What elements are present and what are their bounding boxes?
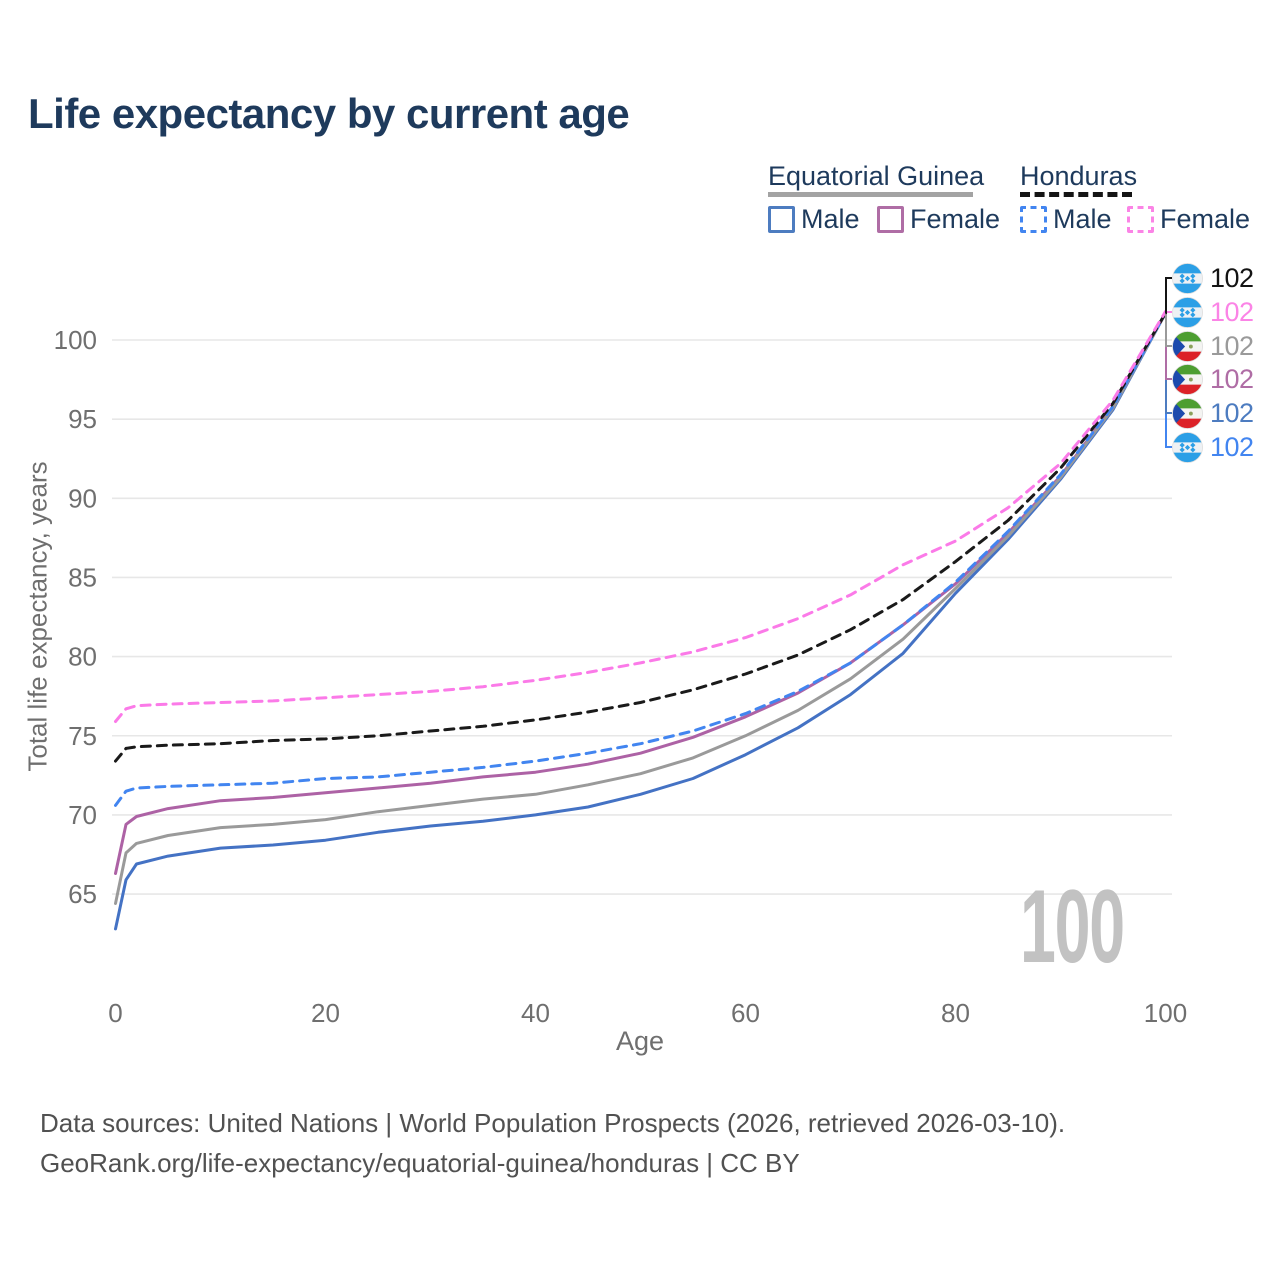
x-axis-title: Age (615, 1026, 665, 1056)
legend-swatch-hn-female[interactable] (1127, 206, 1154, 233)
y-axis-title: Total life expectancy, years (22, 461, 53, 772)
svg-text:70: 70 (68, 800, 97, 830)
legend-group-equatorial-guinea[interactable]: Equatorial Guinea (768, 161, 984, 192)
legend-group-label: Equatorial Guinea (768, 161, 985, 191)
svg-text:80: 80 (68, 642, 97, 672)
svg-text:65: 65 (68, 879, 97, 909)
legend-solid-line-sample (768, 192, 973, 197)
svg-text:80: 80 (941, 998, 970, 1028)
legend-dashed-line-sample (1020, 192, 1132, 197)
svg-text:100: 100 (54, 325, 97, 355)
end-label-row: 102 (1172, 363, 1254, 395)
svg-text:85: 85 (68, 562, 97, 592)
chart-title: Life expectancy by current age (28, 90, 630, 137)
end-value: 102 (1210, 296, 1254, 327)
legend-swatch-eg-male[interactable] (768, 206, 795, 233)
legend-label-eg-female[interactable]: Female (910, 204, 1001, 234)
legend-group-honduras[interactable]: Honduras (1020, 161, 1137, 192)
svg-text:75: 75 (68, 721, 97, 751)
equatorial-guinea-flag-icon (1172, 363, 1203, 395)
end-label-row: 102 (1172, 397, 1254, 429)
svg-text:90: 90 (68, 483, 97, 513)
end-value: 102 (1210, 431, 1254, 462)
svg-text:95: 95 (68, 404, 97, 434)
equatorial-guinea-flag-icon (1172, 397, 1203, 429)
data-source-text: Data sources: United Nations | World Pop… (40, 1108, 1066, 1138)
legend-label-hn-female[interactable]: Female (1160, 204, 1251, 234)
honduras-flag-icon (1172, 296, 1203, 328)
honduras-flag-icon (1172, 262, 1203, 294)
end-label-row: 102 (1172, 431, 1254, 463)
end-value: 102 (1210, 262, 1254, 293)
honduras-flag-icon (1172, 431, 1203, 463)
end-value: 102 (1210, 397, 1254, 428)
end-label-row: 102 (1172, 330, 1254, 362)
legend-swatch-eg-female[interactable] (877, 206, 904, 233)
svg-text:60: 60 (731, 998, 760, 1028)
legend-label-eg-male[interactable]: Male (801, 204, 860, 234)
legend-label-hn-male[interactable]: Male (1053, 204, 1112, 234)
svg-text:40: 40 (521, 998, 550, 1028)
attribution-text: GeoRank.org/life-expectancy/equatorial-g… (40, 1148, 800, 1178)
age-counter-watermark: 100 (1020, 869, 1125, 985)
end-label-row: 102 (1172, 296, 1254, 328)
legend-group-label: Honduras (1020, 161, 1138, 191)
svg-text:20: 20 (311, 998, 340, 1028)
svg-text:100: 100 (1144, 998, 1187, 1028)
legend-swatch-hn-male[interactable] (1020, 206, 1047, 233)
svg-text:0: 0 (108, 998, 122, 1028)
end-label-row: 102 (1172, 262, 1254, 294)
equatorial-guinea-flag-icon (1172, 330, 1203, 362)
end-value: 102 (1210, 363, 1254, 394)
end-value: 102 (1210, 330, 1254, 361)
